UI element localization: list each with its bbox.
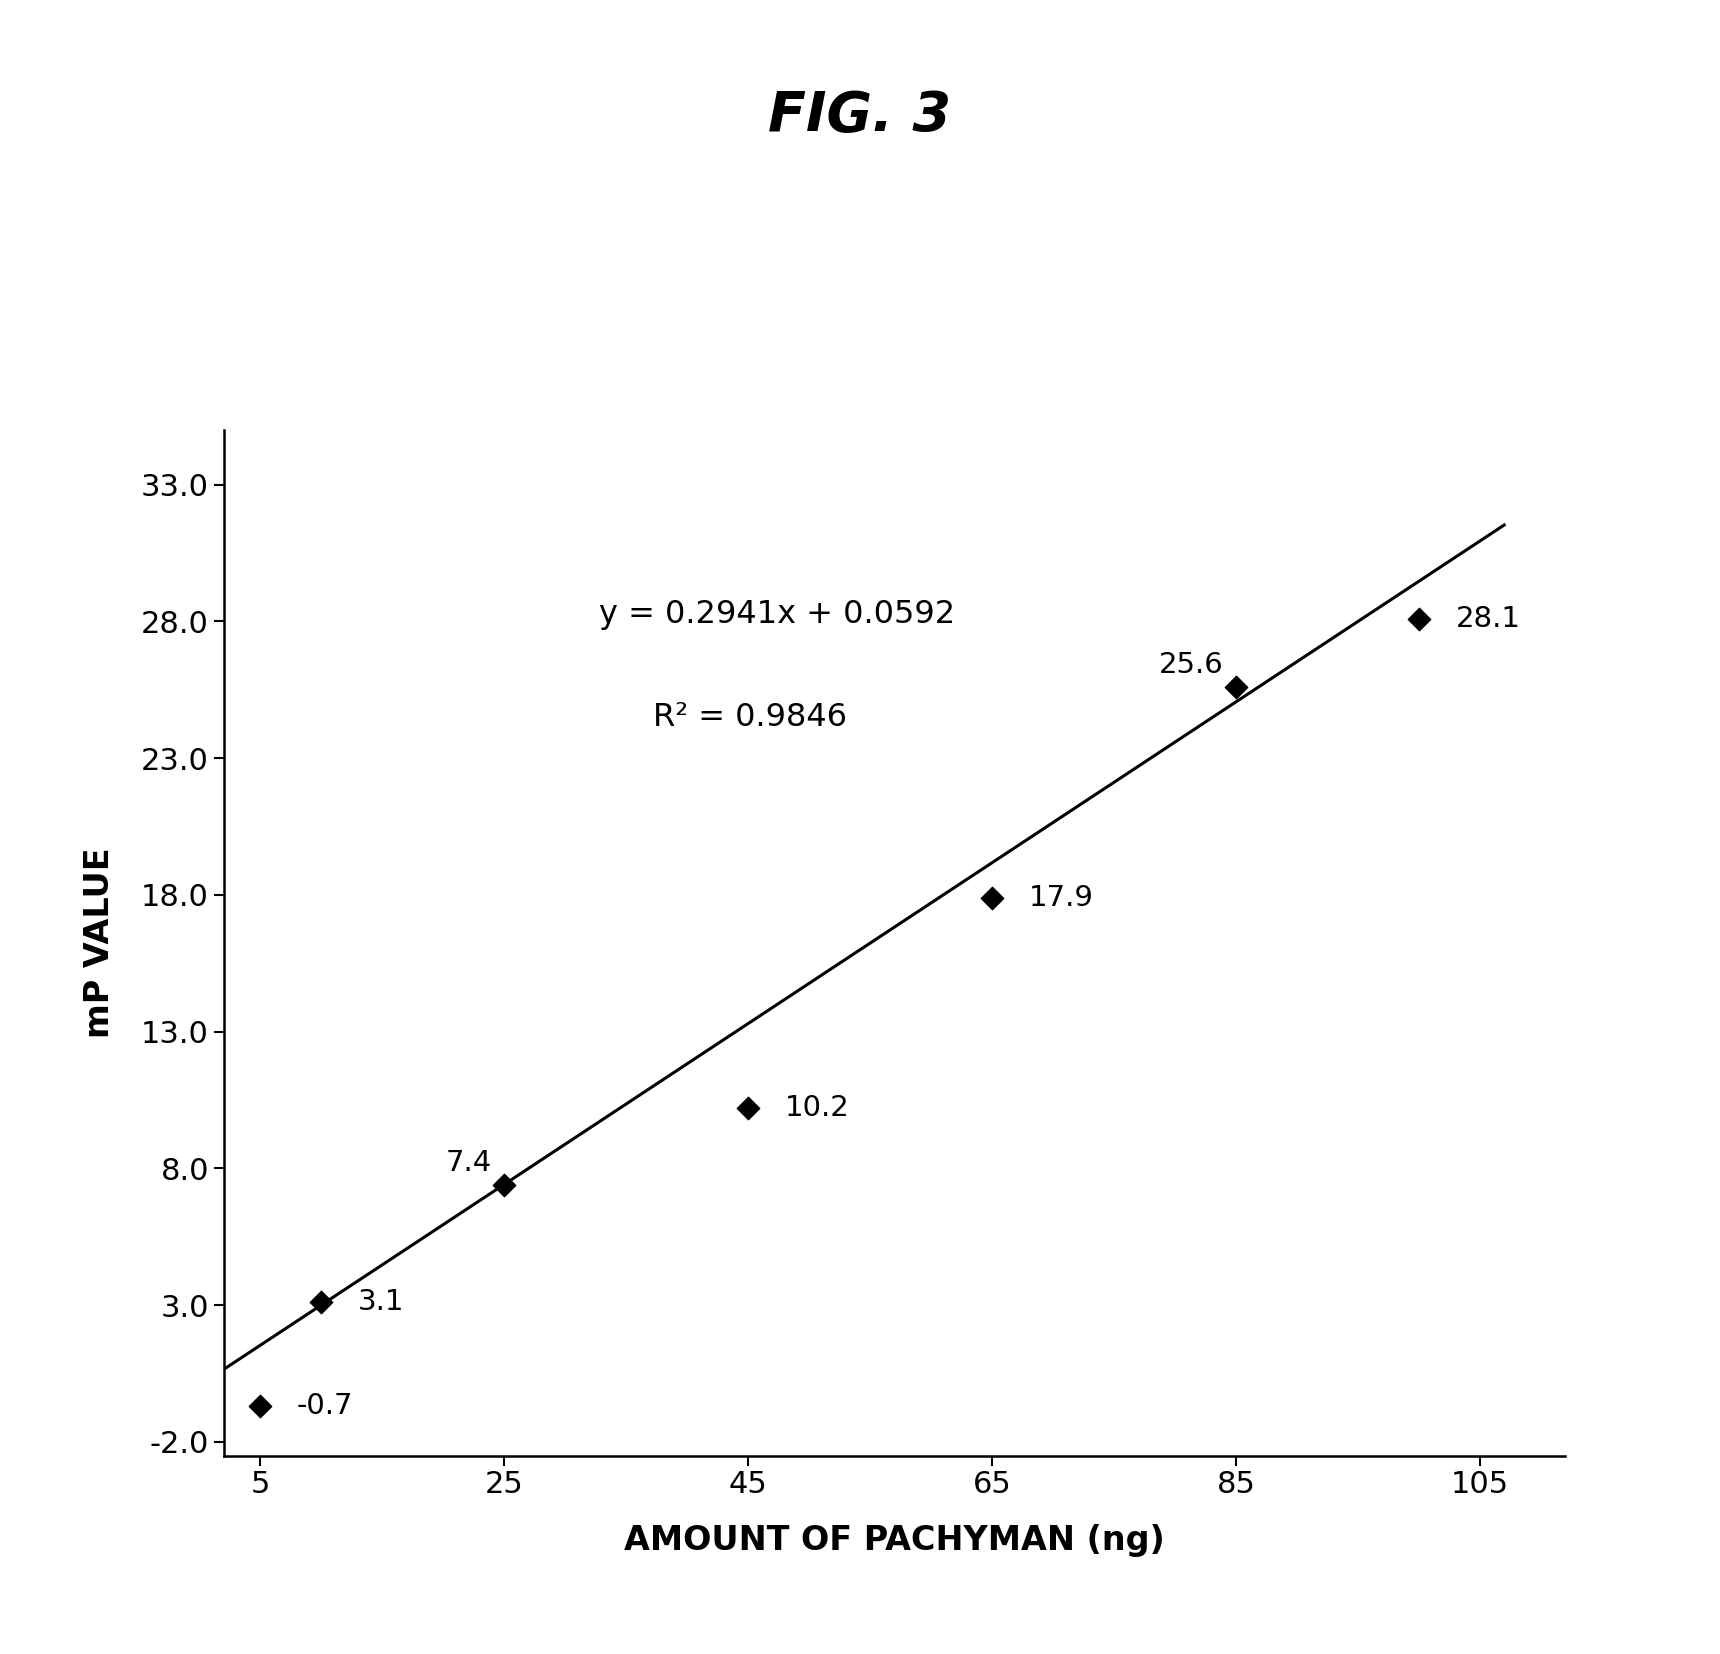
Text: 17.9: 17.9 <box>1029 883 1094 911</box>
Text: -0.7: -0.7 <box>298 1393 353 1421</box>
Text: y = 0.2941x + 0.0592: y = 0.2941x + 0.0592 <box>599 599 956 630</box>
Text: R² = 0.9846: R² = 0.9846 <box>654 701 846 733</box>
Point <box>1223 673 1250 700</box>
Text: FIG. 3: FIG. 3 <box>769 89 951 142</box>
Point <box>490 1171 518 1197</box>
Point <box>734 1095 762 1121</box>
Point <box>979 885 1006 911</box>
Text: 28.1: 28.1 <box>1455 605 1520 633</box>
Point <box>1405 605 1433 632</box>
Y-axis label: mP VALUE: mP VALUE <box>83 847 115 1039</box>
Point <box>246 1393 273 1419</box>
Text: 10.2: 10.2 <box>784 1095 850 1121</box>
Text: 25.6: 25.6 <box>1159 652 1223 680</box>
Point <box>308 1288 335 1315</box>
Text: 3.1: 3.1 <box>358 1288 404 1317</box>
Text: 7.4: 7.4 <box>445 1150 492 1178</box>
X-axis label: AMOUNT OF PACHYMAN (ng): AMOUNT OF PACHYMAN (ng) <box>624 1523 1164 1556</box>
